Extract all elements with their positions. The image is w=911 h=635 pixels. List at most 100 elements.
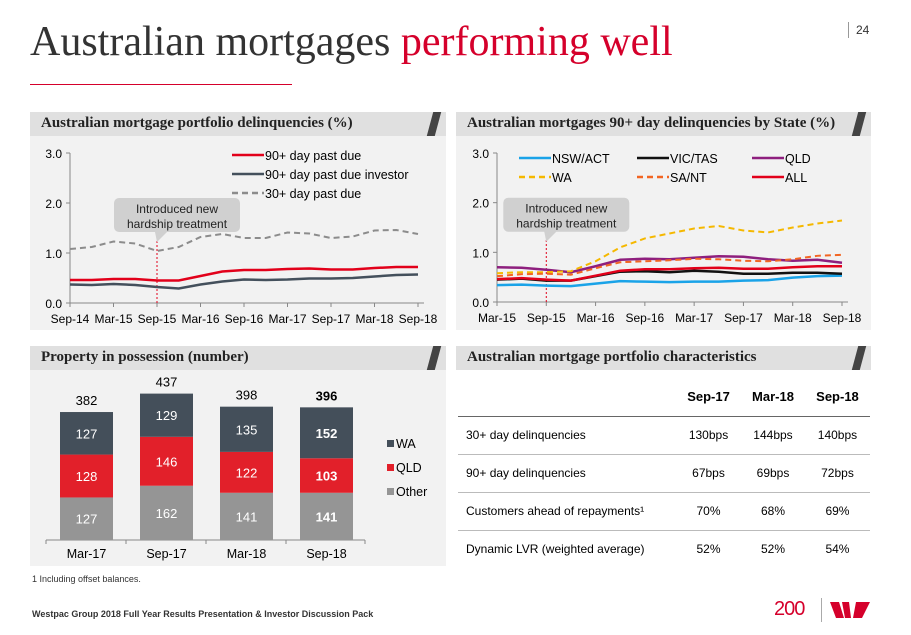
bar-segment-other — [300, 492, 353, 540]
series-line-wa — [496, 219, 843, 275]
bar-value-label: 135 — [236, 422, 258, 437]
westpac-logo-icon — [830, 602, 870, 618]
table-row: Customers ahead of repayments¹ 70% 68% 69% — [458, 492, 870, 530]
legend-label: WA — [552, 171, 572, 185]
panel-title-text: Australian mortgage portfolio delinquenc… — [41, 115, 353, 131]
bar-segment-wa — [140, 393, 193, 437]
bar-segment-qld — [220, 451, 273, 493]
cell: 52% — [760, 542, 785, 557]
footer-text: Westpac Group 2018 Full Year Results Pre… — [32, 609, 374, 619]
cell: 67bps — [692, 466, 725, 480]
table-row: 90+ day delinquencies 67bps 69bps 72bps — [458, 454, 870, 492]
cell: 70% — [696, 504, 721, 518]
x-tick-label: Sep-15 — [138, 312, 177, 326]
table-header-blank — [458, 378, 676, 416]
bar-total-label: 382 — [76, 393, 98, 408]
legend-label: 90+ day past due investor — [265, 168, 409, 182]
row-label: Customers ahead of repayments¹ — [466, 504, 645, 518]
y-tick-label: 1.0 — [472, 246, 489, 260]
bar-total-label: 437 — [156, 375, 178, 390]
title-highlight: performing well — [400, 19, 673, 65]
legend-label: Other — [396, 485, 427, 499]
x-tick-label: Sep-17 — [724, 311, 763, 325]
bar-value-label: 129 — [156, 408, 178, 423]
legend-label: ALL — [785, 171, 807, 185]
annotation-callout — [503, 197, 630, 242]
bar-value-label: 141 — [236, 509, 258, 524]
x-tick-label: Mar-18 — [774, 311, 812, 325]
bar-value-label: 122 — [236, 465, 258, 480]
legend-swatch — [387, 464, 394, 471]
col-header: Sep-17 — [687, 389, 730, 405]
x-tick-label: Sep-17 — [312, 312, 351, 326]
bar-segment-wa — [300, 407, 353, 459]
legend-label: WA — [396, 437, 416, 451]
cell: 130bps — [688, 428, 729, 442]
bar-segment-qld — [140, 436, 193, 486]
footnote: 1 Including offset balances. — [32, 574, 141, 584]
cell: 144bps — [753, 428, 793, 442]
page-title: Australian mortgages performing well — [30, 18, 673, 66]
bar-value-label: 128 — [76, 469, 98, 484]
y-tick-label: 2.0 — [45, 197, 62, 211]
x-tick-label: Sep-17 — [146, 547, 186, 561]
col-header: Mar-18 — [752, 389, 794, 405]
table-row: Dynamic LVR (weighted average) 52% 52% 54% — [458, 530, 870, 568]
table-row: 30+ day delinquencies 130bps 144bps 140bps — [458, 416, 870, 454]
cell: 68% — [760, 504, 785, 518]
legend-label: NSW/ACT — [552, 152, 610, 166]
cell: 54% — [825, 542, 850, 557]
bar-value-label: 152 — [316, 426, 338, 441]
bar-total-label: 396 — [316, 388, 338, 403]
legend-label: QLD — [396, 461, 422, 475]
series-line-90-day-past-due-investor — [69, 273, 419, 290]
x-tick-label: Mar-16 — [181, 312, 219, 326]
annotation-callout — [114, 198, 240, 242]
panel-title-text: Australian mortgages 90+ day delinquenci… — [467, 115, 836, 131]
panel-title: Property in possession (number) — [30, 346, 446, 370]
x-tick-label: Sep-18 — [823, 311, 862, 325]
y-tick-label: 1.0 — [45, 247, 62, 261]
bar-value-label: 103 — [316, 469, 338, 484]
x-tick-label: Mar-15 — [94, 312, 132, 326]
y-tick-label: 3.0 — [45, 147, 62, 161]
title-main: Australian mortgages — [30, 19, 401, 65]
x-tick-label: Mar-16 — [577, 311, 615, 325]
page-number-divider — [848, 22, 849, 38]
bar-segment-qld — [60, 454, 113, 498]
bar-value-label: 141 — [316, 509, 338, 524]
bar-segment-other — [140, 485, 193, 540]
characteristics-table: Sep-17 Mar-18 Sep-18 30+ day delinquenci… — [458, 378, 870, 568]
x-tick-label: Sep-16 — [225, 312, 264, 326]
legend-swatch — [387, 488, 394, 495]
bar-segment-qld — [300, 458, 353, 493]
x-tick-label: Mar-18 — [355, 312, 393, 326]
row-label: 30+ day delinquencies — [466, 428, 586, 442]
legend-swatch — [387, 440, 394, 447]
bar-value-label: 127 — [76, 512, 98, 527]
series-line-all — [496, 264, 842, 282]
series-line-90-day-past-due — [70, 265, 418, 282]
annotation-text: hardship treatment — [127, 217, 228, 231]
page-number: 24 — [856, 23, 870, 37]
x-tick-label: Mar-17 — [67, 547, 107, 561]
series-line-sa-nt — [496, 253, 843, 278]
bar-segment-wa — [220, 406, 273, 452]
logo-divider — [821, 598, 822, 622]
x-tick-label: Sep-16 — [626, 311, 665, 325]
cell: 72bps — [821, 466, 854, 480]
panel-title: Australian mortgage portfolio characteri… — [456, 346, 871, 370]
annotation-text: Introduced new — [525, 202, 607, 216]
legend-label: QLD — [785, 152, 811, 166]
legend-label: VIC/TAS — [670, 152, 718, 166]
x-tick-label: Mar-18 — [227, 547, 267, 561]
title-underline — [30, 84, 292, 85]
panel-title-text: Property in possession (number) — [41, 349, 249, 365]
bar-segment-wa — [60, 412, 113, 455]
x-tick-label: Mar-15 — [478, 311, 516, 325]
table-header-row: Sep-17 Mar-18 Sep-18 — [458, 378, 870, 416]
row-label: Dynamic LVR (weighted average) — [466, 542, 645, 557]
row-label: 90+ day delinquencies — [466, 466, 586, 480]
series-line-nsw-act — [496, 274, 843, 288]
